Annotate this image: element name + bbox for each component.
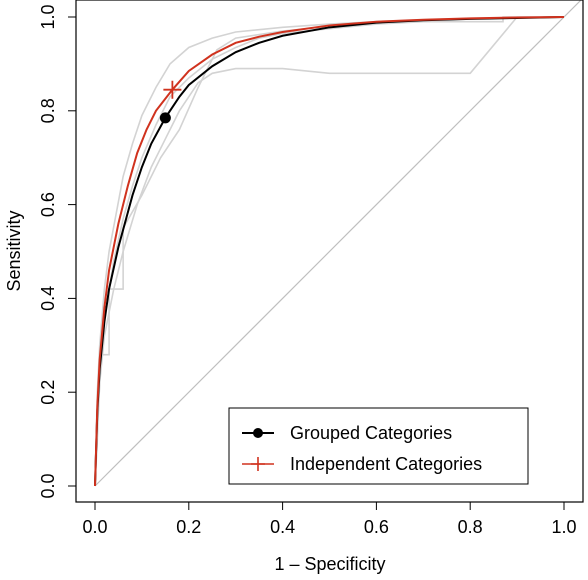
legend-label-grouped: Grouped Categories bbox=[290, 423, 452, 443]
legend-label-independent: Independent Categories bbox=[290, 454, 482, 474]
y-tick-label: 0.0 bbox=[38, 473, 58, 498]
background-roc-curve-3 bbox=[94, 16, 564, 487]
main-series-curves bbox=[94, 16, 565, 487]
y-tick-label: 0.8 bbox=[38, 98, 58, 123]
legend: Grouped Categories Independent Categorie… bbox=[228, 407, 529, 485]
plot-clip-group bbox=[94, 0, 582, 487]
independent-categories-roc-line bbox=[94, 16, 565, 487]
x-axis-title: 1 – Specificity bbox=[274, 554, 385, 574]
chance-diagonal-line bbox=[94, 0, 582, 487]
grouped-categories-operating-point bbox=[159, 112, 171, 124]
legend-box bbox=[228, 407, 529, 485]
x-tick-label: 0.6 bbox=[364, 517, 389, 537]
x-axis: 0.0 0.2 0.4 0.6 0.8 1.0 bbox=[82, 501, 577, 537]
background-roc-curve-4 bbox=[94, 16, 564, 487]
x-tick-label: 0.4 bbox=[270, 517, 295, 537]
legend-swatch-grouped-marker bbox=[253, 428, 263, 438]
x-tick-label: 0.8 bbox=[458, 517, 483, 537]
x-tick-label: 0.2 bbox=[176, 517, 201, 537]
y-tick-label: 0.2 bbox=[38, 380, 58, 405]
x-tick-label: 1.0 bbox=[551, 517, 576, 537]
independent-categories-operating-point bbox=[163, 80, 182, 99]
y-tick-label: 0.6 bbox=[38, 192, 58, 217]
x-tick-label: 0.0 bbox=[82, 517, 107, 537]
y-tick-label: 0.4 bbox=[38, 286, 58, 311]
operating-point-markers bbox=[159, 80, 182, 124]
y-axis: 0.0 0.2 0.4 0.6 0.8 1.0 bbox=[38, 4, 77, 499]
y-axis-title: Sensitivity bbox=[4, 210, 24, 291]
y-tick-label: 1.0 bbox=[38, 4, 58, 29]
plot-frame bbox=[75, 0, 584, 503]
legend-swatch-independent-marker bbox=[251, 457, 265, 471]
